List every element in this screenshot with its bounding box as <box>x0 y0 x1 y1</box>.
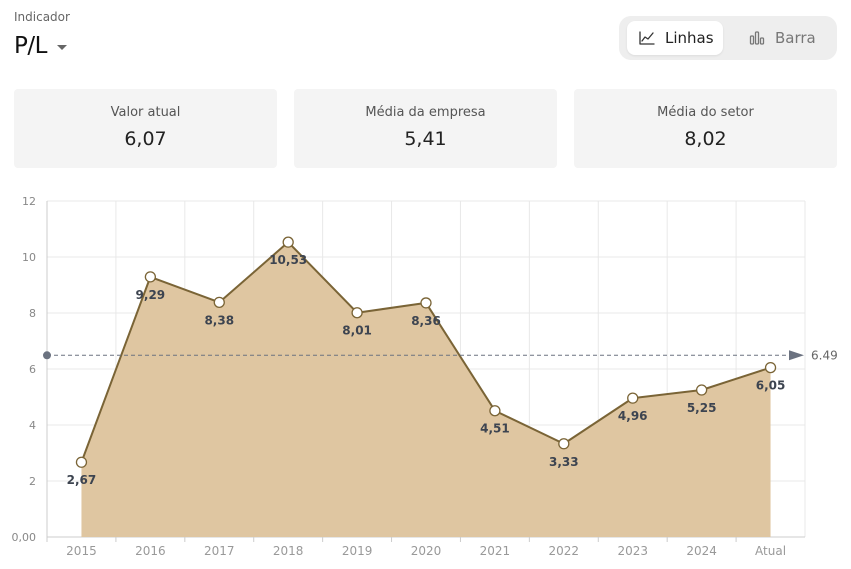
card-company-average: Média da empresa 5,41 <box>294 89 557 168</box>
data-label: 10,53 <box>269 253 307 267</box>
data-point <box>627 392 639 404</box>
chart-type-toggle: Linhas Barra <box>619 16 837 60</box>
data-label: 2,67 <box>67 473 97 487</box>
card-current-value: Valor atual 6,07 <box>14 89 277 168</box>
data-point <box>764 361 777 374</box>
indicator-select[interactable]: P/L <box>14 33 67 59</box>
lines-button[interactable]: Linhas <box>627 21 723 55</box>
data-point <box>282 236 294 248</box>
data-point <box>213 296 225 309</box>
x-tick-label: 2021 <box>480 544 511 558</box>
data-point <box>420 297 432 309</box>
y-tick-label: 8 <box>29 307 36 320</box>
data-label: 4,96 <box>618 409 648 423</box>
y-tick-label: 2 <box>29 475 36 488</box>
card-label: Valor atual <box>110 105 181 120</box>
data-label: 4,51 <box>480 422 510 436</box>
card-label: Média da empresa <box>365 105 486 120</box>
data-label: 8,01 <box>342 324 372 338</box>
reference-arrow-icon <box>789 350 804 361</box>
x-tick-label: 2019 <box>342 544 373 558</box>
x-tick-label: Atual <box>755 544 786 558</box>
y-tick-label: 4 <box>29 419 36 432</box>
data-point <box>489 405 501 417</box>
data-point <box>75 456 88 468</box>
y-tick-label: 0,00 <box>12 531 37 544</box>
caret-down-icon <box>56 45 67 50</box>
data-label: 6,05 <box>756 379 786 393</box>
lines-button-label: Linhas <box>665 29 714 47</box>
card-value: 8,02 <box>684 128 727 150</box>
y-tick-label: 10 <box>22 251 36 264</box>
data-label: 9,29 <box>136 288 166 302</box>
data-label: 3,33 <box>549 455 579 469</box>
bar-button-label: Barra <box>775 29 816 47</box>
x-tick-label: 2020 <box>411 544 442 558</box>
card-value: 6,07 <box>124 128 167 150</box>
y-tick-label: 12 <box>22 195 36 208</box>
card-sector-average: Média do setor 8,02 <box>574 89 837 168</box>
reference-label: 6.49 <box>811 348 838 362</box>
data-label: 5,25 <box>687 401 717 415</box>
x-tick-label: 2017 <box>204 544 235 558</box>
data-point <box>695 384 708 396</box>
reference-dot <box>43 351 51 360</box>
x-tick-label: 2018 <box>273 544 304 558</box>
y-tick-label: 6 <box>29 363 36 376</box>
x-tick-label: 2024 <box>686 544 717 558</box>
data-label: 8,36 <box>411 314 441 328</box>
bar-button[interactable]: Barra <box>749 21 816 55</box>
series-area <box>81 242 771 537</box>
x-tick-label: 2022 <box>549 544 580 558</box>
data-point <box>144 271 157 283</box>
x-tick-label: 2016 <box>135 544 166 558</box>
card-value: 5,41 <box>404 128 447 150</box>
indicator-label: Indicador <box>14 10 70 24</box>
data-label: 8,38 <box>204 313 234 327</box>
x-tick-label: 2023 <box>617 544 648 558</box>
pl-history-chart: 0,00 2 4 6 8 10 12 2015 2016 2017 2018 2019 2020 2021… <box>12 195 838 558</box>
bar-chart-icon <box>749 31 765 45</box>
card-label: Média do setor <box>657 105 754 120</box>
x-tick-label: 2015 <box>66 544 97 558</box>
indicator-value: P/L <box>14 33 47 59</box>
data-point <box>558 438 570 450</box>
line-chart-icon <box>639 31 655 45</box>
data-point <box>351 307 363 319</box>
